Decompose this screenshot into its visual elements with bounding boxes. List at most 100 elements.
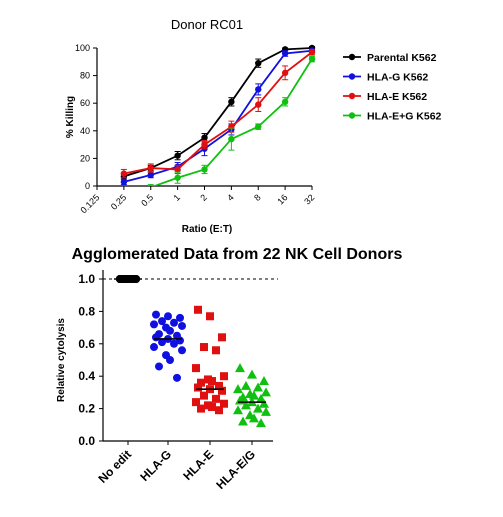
chart1-x-tick-label: 0.125 <box>78 192 101 215</box>
chart2-series-3 <box>233 363 271 428</box>
chart1-point <box>308 55 316 63</box>
chart1-point <box>147 164 154 172</box>
chart1-series-line <box>123 51 313 175</box>
chart2-x-tick-label: No edit <box>95 447 134 486</box>
chart1-x-tick-label: 0.25 <box>109 192 128 211</box>
chart2-point <box>218 386 226 395</box>
chart2-point <box>215 406 223 415</box>
chart2-point <box>206 312 214 321</box>
chart1-point <box>281 98 289 106</box>
chart2-point <box>200 391 208 400</box>
chart2-point <box>164 312 172 321</box>
chart1-title: Donor RC01 <box>171 17 243 32</box>
chart2-point <box>241 400 251 410</box>
chart2-point <box>150 343 158 352</box>
chart2-point <box>233 405 243 415</box>
chart1-x-tick-label: 0.5 <box>139 192 155 208</box>
chart1-point <box>201 141 208 148</box>
chart2-series-2 <box>192 305 228 415</box>
chart1-point <box>120 170 128 177</box>
chart1-series-3 <box>147 55 316 186</box>
chart1-y-tick-label: 40 <box>80 126 90 136</box>
chart1-x-axis-label: Ratio (E:T) <box>182 224 233 235</box>
chart2-point <box>166 356 174 364</box>
chart2-point <box>253 382 263 392</box>
chart2-point <box>192 398 200 407</box>
chart2-point <box>233 384 243 394</box>
chart2-point <box>259 376 269 386</box>
chart1-x-tick-label: 2 <box>198 192 209 203</box>
chart1-y-tick-label: 20 <box>80 153 90 163</box>
chart1-y-axis-label: % Killing <box>65 96 76 138</box>
chart1-series-line <box>123 49 313 183</box>
chart2-point <box>170 318 178 327</box>
chart1-x-tick-label: 1 <box>171 192 182 203</box>
chart1-legend: Parental K562 HLA-G K562 HLA-E K562 HLA-E+G… <box>343 52 442 123</box>
chart2-point <box>259 398 269 408</box>
chart1-legend-label: Parental K562 <box>367 52 437 64</box>
chart1-legend-marker <box>348 73 356 80</box>
chart2-point <box>158 317 166 326</box>
chart1-point <box>255 123 262 130</box>
chart2-y-axis-label: Relative cytolysis <box>56 318 67 402</box>
chart1-series-2 <box>120 48 316 179</box>
chart1-point <box>201 166 208 173</box>
chart1-point <box>228 135 235 143</box>
chart2-point <box>235 363 245 373</box>
chart1-legend-marker <box>348 112 356 119</box>
chart2-point <box>212 394 220 403</box>
chart1-point <box>255 101 262 108</box>
chart2-point <box>194 305 202 314</box>
chart2-point <box>249 390 259 400</box>
chart2-point <box>178 321 186 330</box>
chart2-point <box>241 380 251 390</box>
chart2-y-tick-label: 1.0 <box>78 272 95 286</box>
chart2-point <box>158 338 166 347</box>
chart2-point <box>166 326 174 335</box>
chart1-point <box>174 174 181 181</box>
chart1-point <box>308 48 316 56</box>
chart2-point <box>152 310 160 319</box>
chart2-point <box>220 372 228 381</box>
chart2-point <box>261 387 271 397</box>
chart2-point <box>208 377 216 386</box>
chart2-point <box>261 406 271 416</box>
chart2-point <box>256 418 266 428</box>
chart2-point <box>197 378 205 387</box>
chart2-series-1 <box>150 310 186 382</box>
chart2-y-tick-label: 0.8 <box>78 304 95 318</box>
chart2-x-tick-label: HLA-E <box>180 447 216 483</box>
chart1-point <box>281 50 289 57</box>
chart2-point <box>155 362 163 371</box>
chart2-point <box>173 373 181 382</box>
chart1-y-tick-label: 80 <box>80 71 90 81</box>
chart1-legend-label: HLA-E K562 <box>367 91 427 103</box>
chart2-point <box>176 313 184 322</box>
chart2-point <box>215 381 223 390</box>
chart1-y-tick-label: 100 <box>75 43 90 53</box>
chart1-legend-marker <box>348 92 356 100</box>
chart1-legend-label: HLA-E+G K562 <box>367 111 442 123</box>
chart1-legend-marker <box>348 53 356 61</box>
chart1-point <box>228 98 235 106</box>
chart1-plot-area: 0 20 40 60 80 100 0.125 0.25 0.5 1 2 4 8 16 32 <box>75 43 316 215</box>
chart2-series-0 <box>114 275 142 283</box>
chart2-y-tick-label: 0.6 <box>78 337 95 351</box>
chart2-point <box>247 369 257 379</box>
chart2-point <box>212 346 220 355</box>
chart1-point <box>174 152 181 159</box>
chart2-point <box>178 346 186 355</box>
chart1-point <box>147 184 154 186</box>
chart1-series-line <box>151 58 313 186</box>
chart2-point <box>192 364 200 373</box>
chart2-plot-area: 0.0 0.2 0.4 0.6 0.8 1.0 No edit HLA-G HLA-EHLA-E… <box>78 270 278 492</box>
chart1-point <box>281 69 289 77</box>
chart2-point <box>200 343 208 352</box>
chart2-y-tick-label: 0.4 <box>78 369 95 383</box>
chart1-series-line <box>123 47 313 178</box>
chart2-point <box>208 402 216 411</box>
chart1-point <box>120 178 128 186</box>
chart1-point <box>255 86 262 93</box>
chart1-series-0 <box>120 44 316 180</box>
chart1-series-1 <box>120 47 316 186</box>
